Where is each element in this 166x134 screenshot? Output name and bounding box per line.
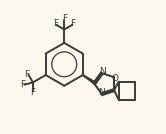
Text: F: F <box>54 18 59 28</box>
Text: N: N <box>99 67 106 76</box>
Text: F: F <box>20 80 25 89</box>
Text: N: N <box>98 88 105 97</box>
Text: F: F <box>30 88 35 98</box>
Text: F: F <box>70 18 75 28</box>
Text: F: F <box>62 14 67 23</box>
Text: F: F <box>24 70 30 79</box>
Text: O: O <box>111 74 118 83</box>
